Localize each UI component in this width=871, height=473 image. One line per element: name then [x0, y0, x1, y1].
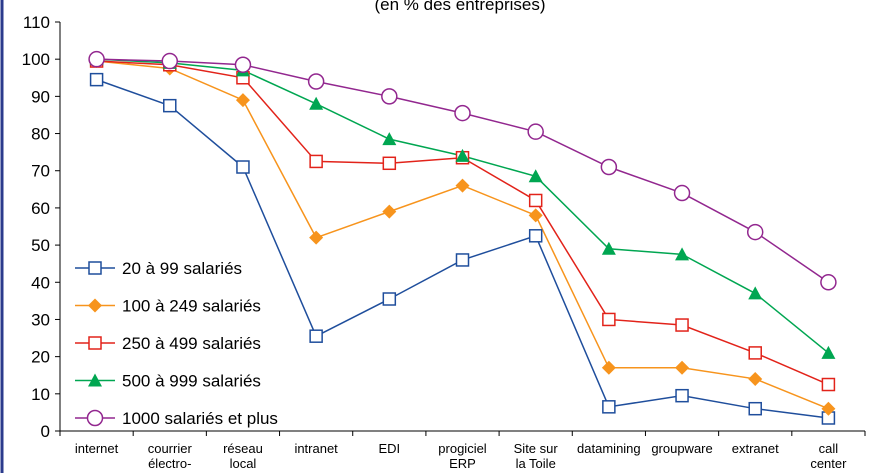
marker	[309, 154, 323, 169]
marker	[821, 345, 836, 359]
y-tick-label: 40	[31, 273, 50, 292]
marker	[673, 184, 691, 202]
marker	[748, 371, 763, 386]
marker	[748, 401, 762, 416]
x-tick-label: call center	[810, 441, 847, 471]
x-tick-label: courrier électro-	[148, 441, 193, 471]
marker	[382, 156, 397, 171]
marker	[675, 360, 690, 375]
marker	[161, 52, 179, 70]
marker	[86, 409, 104, 427]
marker	[528, 169, 543, 183]
legend-label: 1000 salariés et plus	[122, 409, 278, 428]
marker	[235, 93, 250, 108]
marker	[527, 123, 544, 140]
y-tick-label: 80	[31, 125, 50, 144]
marker	[821, 401, 836, 416]
y-tick-label: 60	[31, 199, 50, 218]
y-tick-label: 110	[23, 13, 50, 32]
marker	[528, 208, 543, 223]
x-tick-label: intranet	[294, 441, 338, 456]
y-tick-label: 20	[31, 348, 50, 367]
marker	[382, 132, 397, 146]
marker	[746, 223, 764, 241]
y-tick-label: 90	[31, 87, 50, 106]
y-tick-label: 50	[31, 236, 50, 255]
marker	[454, 104, 471, 122]
marker	[163, 98, 177, 113]
marker	[675, 388, 689, 403]
marker	[381, 88, 398, 105]
x-tick-label: extranet	[732, 441, 779, 456]
y-tick-label: 70	[31, 162, 50, 181]
marker	[455, 148, 470, 162]
marker	[307, 73, 325, 90]
marker	[821, 377, 836, 392]
marker	[455, 178, 470, 193]
marker	[88, 373, 102, 387]
marker	[528, 193, 543, 208]
legend-label: 20 à 99 salariés	[122, 259, 242, 278]
chart-title: (en % des entreprises)	[374, 0, 545, 14]
marker	[602, 312, 616, 327]
marker	[820, 274, 837, 291]
marker	[675, 247, 690, 261]
x-tick-label: internet	[75, 441, 119, 456]
x-tick-label: Site sur la Toile	[514, 441, 559, 471]
marker	[89, 72, 104, 87]
marker	[309, 96, 324, 110]
marker	[600, 158, 618, 176]
y-tick-label: 0	[41, 422, 50, 441]
marker	[748, 346, 762, 360]
marker	[382, 204, 397, 219]
marker	[88, 298, 102, 313]
x-tick-label: progiciel ERP	[438, 441, 487, 471]
y-tick-label: 30	[31, 310, 50, 329]
marker	[748, 286, 763, 300]
legend-label: 500 à 999 salariés	[122, 372, 261, 391]
x-tick-label: datamining	[577, 441, 641, 456]
marker	[309, 230, 324, 245]
y-tick-label: 100	[22, 50, 50, 69]
marker	[601, 241, 616, 255]
marker	[88, 50, 105, 68]
marker	[88, 261, 102, 275]
marker	[675, 318, 689, 332]
legend-label: 250 à 499 salariés	[122, 334, 261, 353]
marker	[236, 160, 250, 174]
marker	[455, 253, 470, 267]
y-tick-label: 10	[31, 385, 50, 404]
marker	[309, 329, 323, 343]
x-tick-label: réseau local	[223, 441, 263, 471]
x-tick-label: groupware	[651, 441, 712, 456]
marker	[602, 400, 616, 414]
marker	[234, 56, 252, 74]
legend-label: 100 à 249 salariés	[122, 297, 261, 316]
marker	[601, 360, 616, 375]
marker	[88, 336, 102, 350]
x-tick-label: EDI	[378, 441, 400, 456]
marker	[382, 292, 397, 306]
marker	[528, 229, 543, 243]
